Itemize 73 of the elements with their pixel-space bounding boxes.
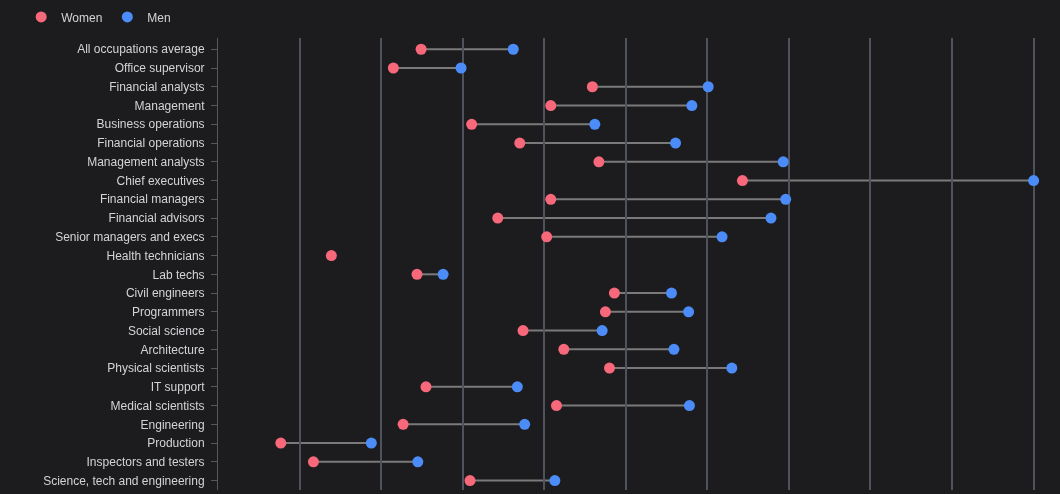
point <box>596 325 608 337</box>
point <box>545 193 557 205</box>
point <box>608 287 620 299</box>
point <box>1028 175 1040 187</box>
point <box>603 362 615 374</box>
point <box>517 325 529 337</box>
y-tick-label: Civil engineers <box>125 286 205 301</box>
point <box>589 118 601 130</box>
y-tick-label: Engineering <box>140 417 205 432</box>
point <box>777 156 789 168</box>
point <box>455 62 467 74</box>
y-tick-label: Programmers <box>131 305 205 320</box>
point <box>683 306 695 318</box>
point <box>726 362 738 374</box>
point <box>593 156 605 168</box>
y-tick-label: Office supervisor <box>114 61 205 76</box>
point <box>325 250 337 262</box>
legend-label: Men <box>147 10 171 25</box>
y-tick-label: Chief executives <box>116 173 205 188</box>
point <box>670 137 682 149</box>
y-tick-label: Physical scientists <box>107 361 205 376</box>
point <box>683 400 695 412</box>
point <box>541 231 553 243</box>
y-tick-label: Business operations <box>96 117 205 132</box>
point <box>586 81 598 93</box>
y-tick-label: Architecture <box>140 342 205 357</box>
point <box>665 287 677 299</box>
y-tick-label: Financial advisors <box>108 211 205 226</box>
point <box>716 231 728 243</box>
y-tick-label: Financial analysts <box>109 79 205 94</box>
point <box>545 100 557 112</box>
point <box>437 268 449 280</box>
point <box>275 437 287 449</box>
y-tick-label: Financial managers <box>99 192 205 207</box>
point <box>765 212 777 224</box>
y-tick-label: Inspectors and testers <box>86 455 205 470</box>
point <box>702 81 714 93</box>
point <box>365 437 377 449</box>
point <box>412 456 424 468</box>
point <box>549 475 561 487</box>
point <box>558 343 570 355</box>
y-tick-label: Health technicians <box>106 248 205 263</box>
y-tick-label: Senior managers and execs <box>55 230 205 244</box>
point <box>514 137 526 149</box>
point <box>415 43 427 55</box>
y-tick-label: Financial operations <box>97 136 205 151</box>
y-tick-label: Management <box>134 98 206 113</box>
y-tick-label: Lab techs <box>152 267 205 282</box>
y-tick-label: Production <box>147 436 205 451</box>
point <box>668 343 680 355</box>
point <box>464 475 476 487</box>
point <box>492 212 504 224</box>
y-tick-label: Social science <box>127 323 205 338</box>
point <box>420 381 432 393</box>
point <box>387 62 399 74</box>
legend-label: Women <box>61 10 103 25</box>
point <box>511 381 523 393</box>
point <box>507 43 519 55</box>
point <box>550 400 562 412</box>
point <box>736 175 748 187</box>
y-tick-label: Management analysts <box>87 154 205 169</box>
point <box>519 418 531 430</box>
point <box>780 193 792 205</box>
point <box>397 418 409 430</box>
point <box>599 306 611 318</box>
point <box>411 268 423 280</box>
y-tick-label: Medical scientists <box>110 398 205 413</box>
point <box>307 456 319 468</box>
y-tick-label: Science, tech and engineering <box>43 473 205 488</box>
point <box>686 100 698 112</box>
y-tick-label: IT support <box>150 380 206 395</box>
point <box>466 118 478 130</box>
y-tick-label: All occupations average <box>77 42 205 57</box>
